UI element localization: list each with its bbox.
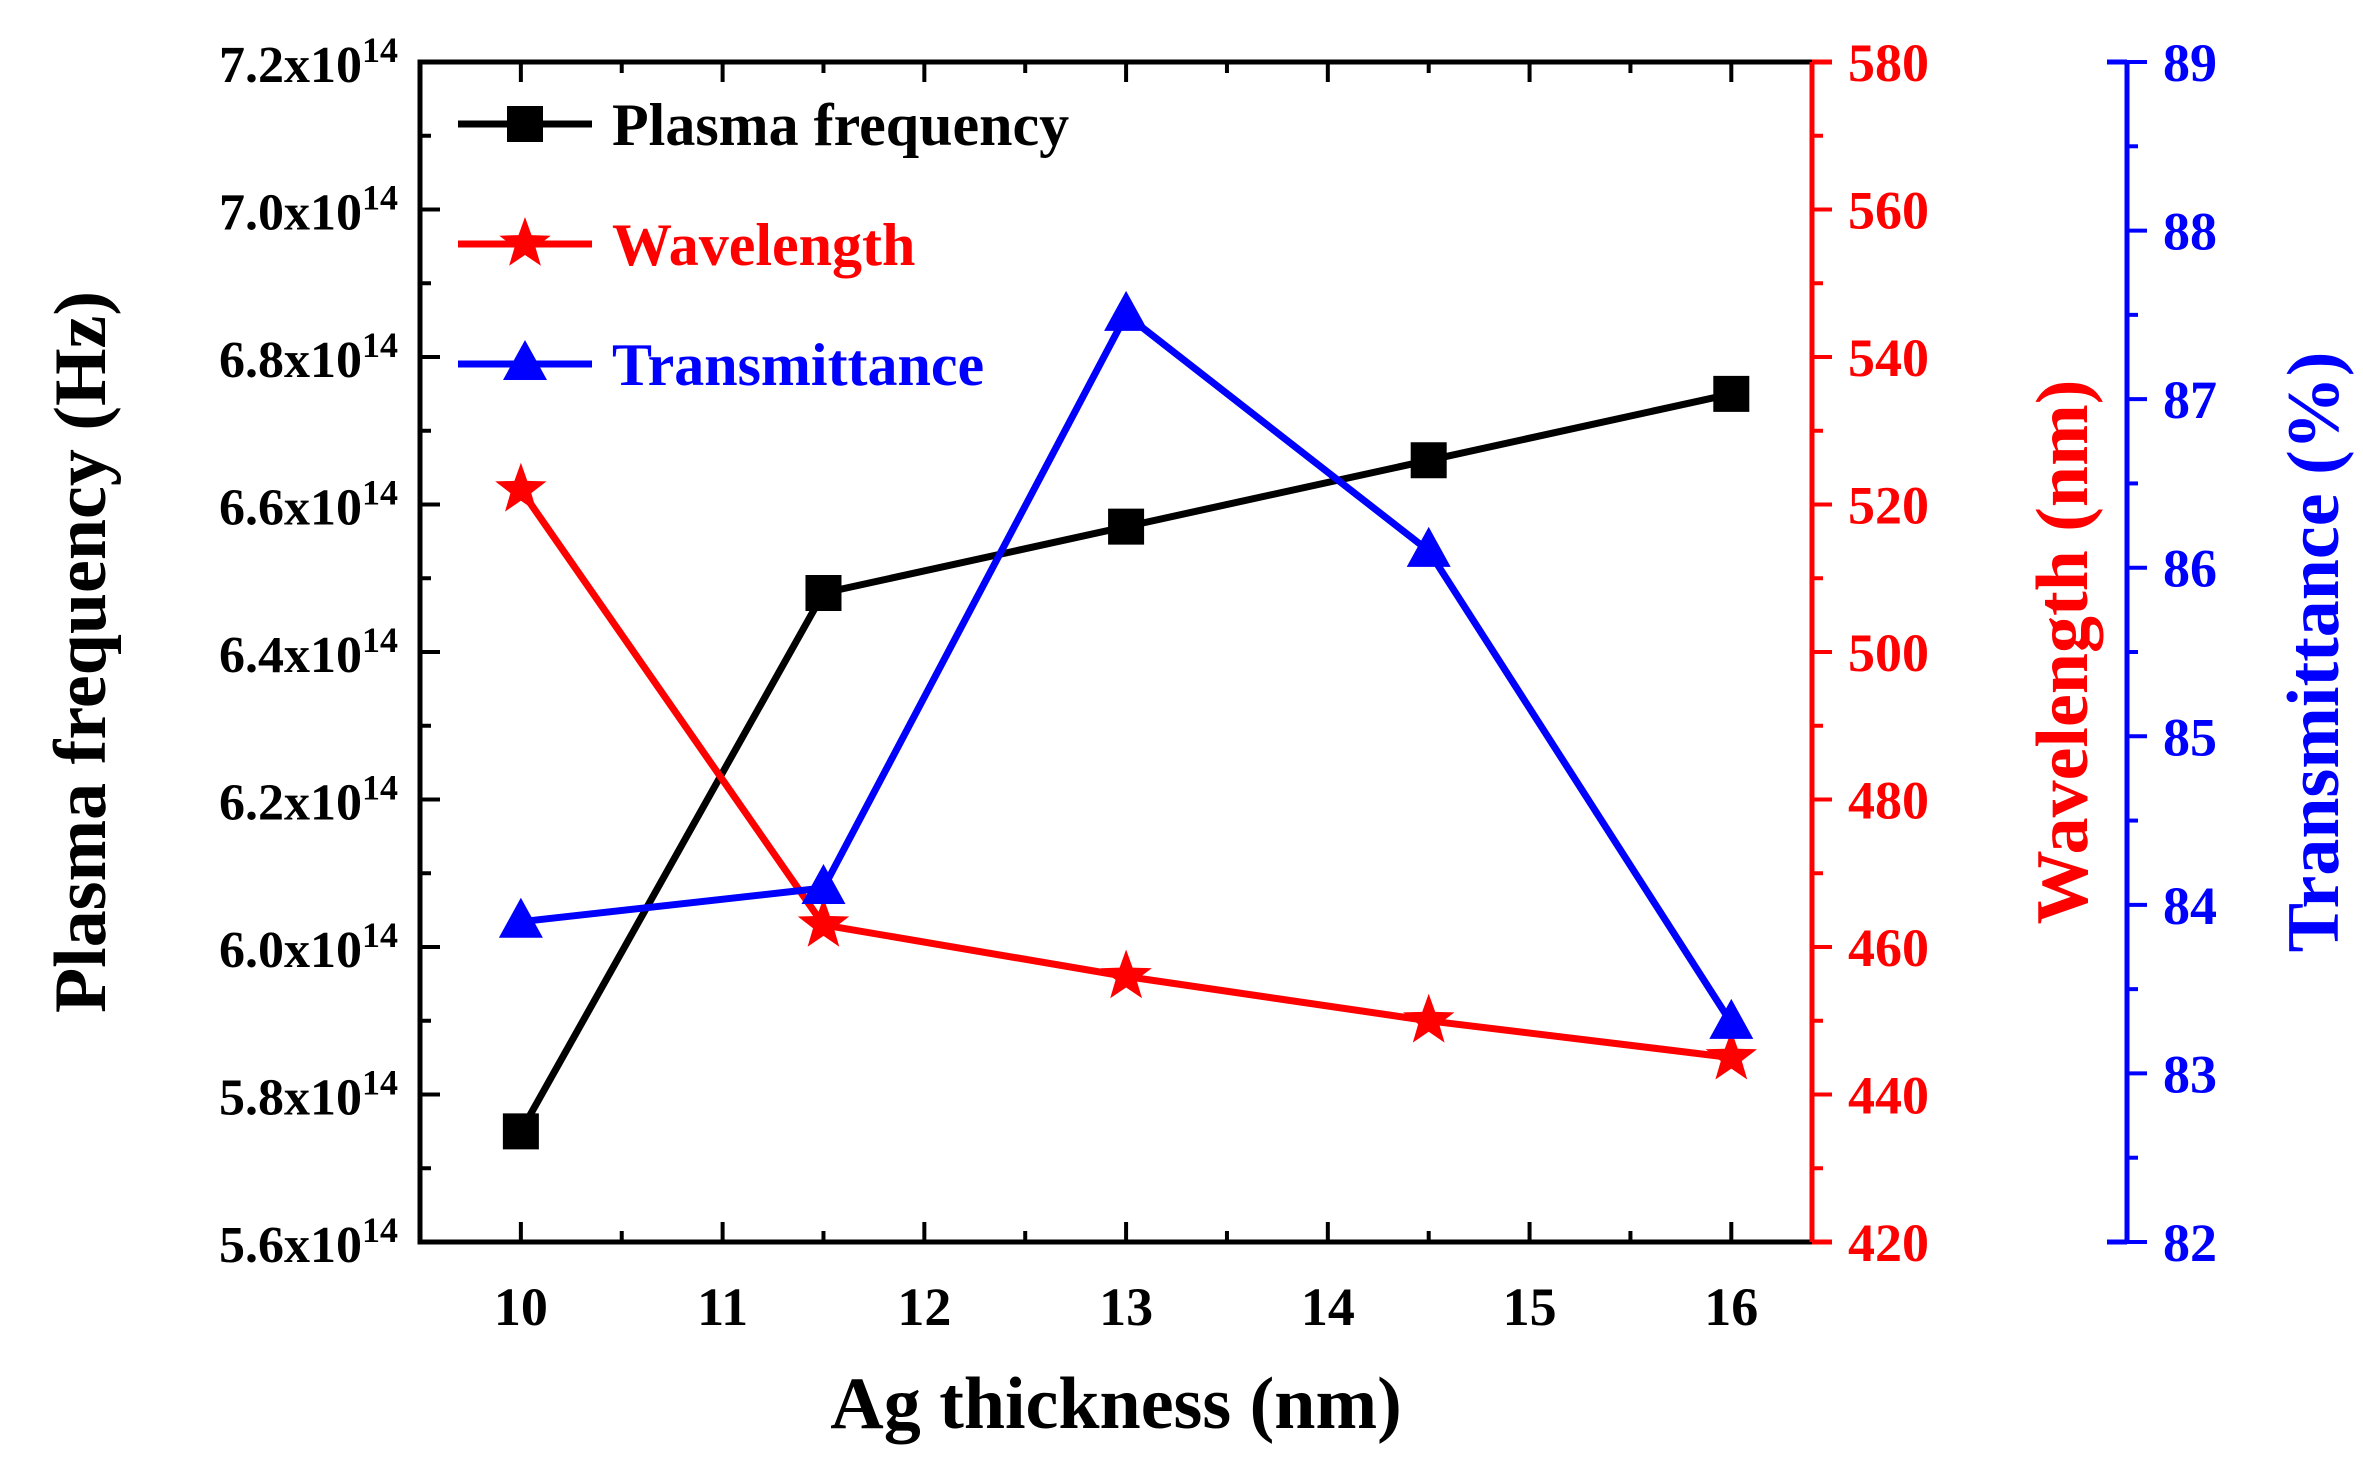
left-tick-label: 6.8x1014 [219, 325, 398, 389]
left-tick-label: 6.0x1014 [219, 915, 398, 979]
wavelength-tick-label: 460 [1848, 918, 1929, 978]
transmittance-tick-label: 82 [2163, 1213, 2217, 1273]
data-point-square [1108, 508, 1145, 545]
wavelength-tick-label: 580 [1848, 33, 1929, 93]
data-point-square [502, 1113, 539, 1150]
legend-label-transmittance: Transmittance [612, 332, 984, 398]
left-tick-label: 7.0x1014 [219, 178, 398, 242]
x-tick-label: 11 [697, 1277, 748, 1337]
x-axis-title: Ag thickness (nm) [830, 1363, 1401, 1445]
series-layer [495, 290, 1757, 1150]
transmittance-tick-label: 87 [2163, 370, 2217, 430]
wavelength-tick-label: 560 [1848, 181, 1929, 241]
legend-item-plasma: Plasma frequency [458, 92, 1069, 158]
left-tick-label: 5.6x1014 [219, 1210, 398, 1274]
x-tick-label: 12 [897, 1277, 951, 1337]
wavelength-tick-label: 500 [1848, 623, 1929, 683]
transmittance-tick-label: 89 [2163, 33, 2217, 93]
data-point-square [1713, 375, 1750, 412]
legend-item-wavelength: Wavelength [458, 212, 915, 278]
left-tick-label: 6.6x1014 [219, 473, 398, 537]
data-point-square [1410, 442, 1447, 479]
data-point-star [1705, 1030, 1757, 1080]
data-point-star [1100, 949, 1152, 999]
data-point-triangle [1406, 526, 1451, 567]
legend-star-icon [499, 217, 551, 266]
transmittance-tick-label: 88 [2163, 202, 2217, 262]
x-tick-label: 13 [1099, 1277, 1153, 1337]
x-tick-label: 10 [494, 1277, 548, 1337]
transmittance-axis-title: Transmittance (%) [2273, 352, 2355, 953]
transmittance-tick-label: 84 [2163, 876, 2217, 936]
wavelength-tick-label: 540 [1848, 328, 1929, 388]
left-axis-title: Plasma frequency (Hz) [40, 291, 122, 1013]
wavelength-tick-label: 420 [1848, 1213, 1929, 1273]
data-point-star [797, 897, 850, 947]
transmittance-tick-label: 85 [2163, 707, 2217, 767]
x-tick-label: 14 [1301, 1277, 1355, 1337]
legend-label-wavelength: Wavelength [612, 212, 915, 278]
legend: Plasma frequency Wavelength Transmittanc… [458, 92, 1069, 398]
ticks-layer: 10 11 12 13 14 15 16 5.6x1014 5.8x1014 6.0x1014 6.… [219, 30, 2217, 1337]
wavelength-tick-label: 480 [1848, 771, 1929, 831]
wavelength-tick-label: 440 [1848, 1066, 1929, 1126]
data-point-triangle [1104, 290, 1149, 331]
transmittance-tick-label: 86 [2163, 539, 2217, 599]
data-point-star [495, 462, 547, 512]
x-tick-label: 15 [1503, 1277, 1557, 1337]
x-tick-label: 16 [1704, 1277, 1758, 1337]
wavelength-axis-title: Wavelength (nm) [2022, 380, 2104, 925]
data-point-square [805, 575, 842, 611]
legend-square-icon [507, 106, 543, 142]
left-tick-label: 7.2x1014 [219, 30, 398, 94]
data-point-triangle [498, 897, 543, 938]
legend-item-transmittance: Transmittance [458, 332, 984, 398]
legend-triangle-icon [503, 340, 547, 380]
data-point-star [1403, 993, 1455, 1043]
transmittance-tick-label: 83 [2163, 1044, 2217, 1104]
wavelength-tick-label: 520 [1848, 476, 1929, 536]
data-point-triangle [1709, 998, 1754, 1039]
data-point-triangle [801, 864, 846, 904]
left-tick-label: 5.8x1014 [219, 1063, 398, 1127]
legend-label-plasma: Plasma frequency [612, 92, 1069, 158]
left-tick-label: 6.4x1014 [219, 620, 398, 684]
left-tick-label: 6.2x1014 [219, 768, 398, 832]
